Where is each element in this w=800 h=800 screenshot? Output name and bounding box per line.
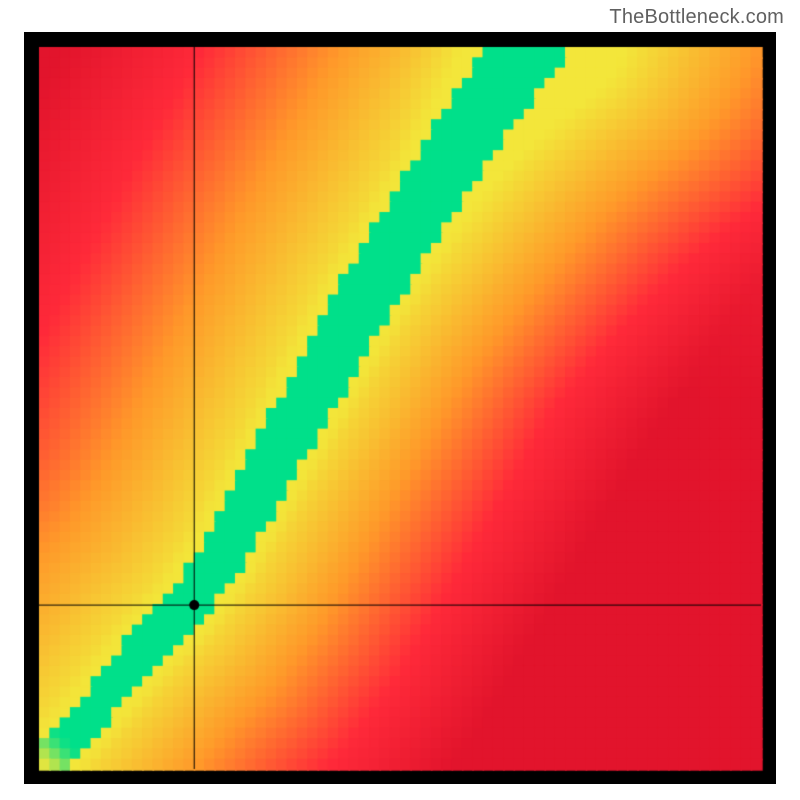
heatmap-plot <box>24 32 776 784</box>
watermark-text: TheBottleneck.com <box>609 6 784 29</box>
heatmap-canvas <box>24 32 776 784</box>
chart-container: TheBottleneck.com <box>0 0 800 800</box>
